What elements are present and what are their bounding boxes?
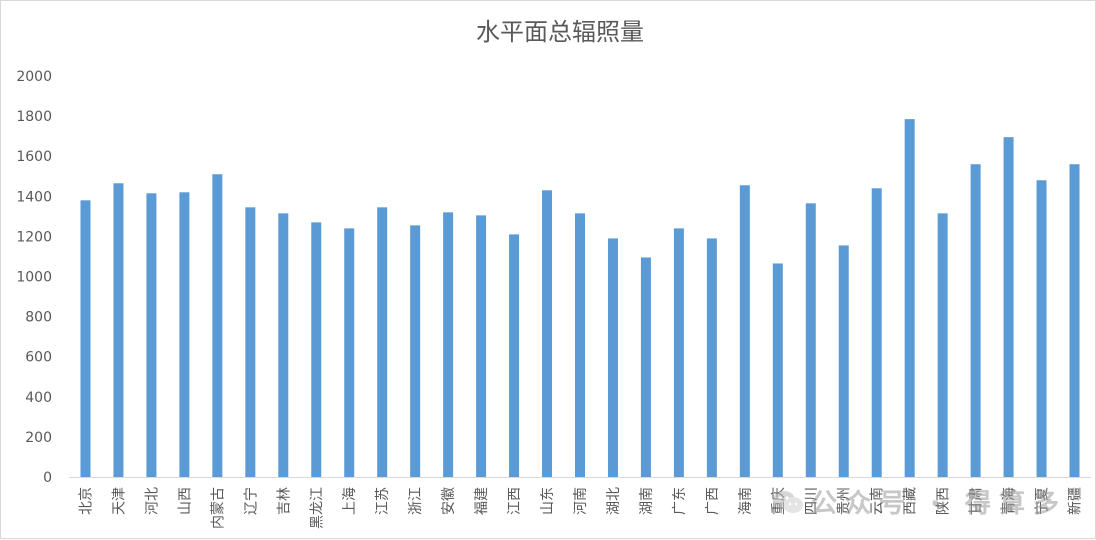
x-tick-label: 江苏: [375, 487, 391, 515]
bar: [80, 200, 91, 477]
bar: [706, 238, 717, 477]
bar: [509, 234, 520, 477]
bar: [245, 207, 256, 477]
x-tick-label: 山东: [540, 487, 556, 515]
y-tick-label: 1600: [16, 149, 52, 165]
x-tick-label: 福建: [474, 487, 490, 515]
bar: [344, 228, 355, 477]
x-tick-label: 甘肃: [969, 487, 985, 515]
x-tick-label: 贵州: [837, 487, 853, 515]
bar: [443, 212, 454, 477]
x-tick-label: 宁夏: [1034, 487, 1051, 515]
x-tick-label: 北京: [78, 487, 94, 515]
y-tick-label: 200: [25, 430, 52, 446]
y-axis: 0 200 400 600 800 1000 1200 1400 1600 1800 2000: [16, 69, 52, 486]
bar: [179, 192, 190, 478]
y-tick-label: 0: [43, 470, 52, 486]
chart-title: 水平面总辐照量: [476, 18, 644, 46]
x-tick-label: 天津: [111, 487, 127, 515]
bar: [937, 213, 948, 477]
bar: [805, 203, 816, 477]
bar: [377, 207, 388, 477]
bar: [212, 174, 223, 477]
bar-series: [80, 119, 1080, 478]
x-tick-label: 青海: [1002, 487, 1018, 515]
bar: [970, 164, 981, 477]
y-tick-label: 1400: [16, 189, 52, 205]
bar: [838, 245, 849, 477]
x-tick-label: 吉林: [276, 487, 292, 515]
x-tick-label: 重庆: [771, 487, 787, 515]
y-tick-label: 600: [25, 350, 52, 366]
bar: [673, 228, 684, 477]
x-tick-label: 四川: [804, 487, 820, 515]
y-tick-label: 2000: [16, 69, 52, 85]
bar: [640, 257, 651, 477]
bar: [772, 263, 783, 477]
bar: [476, 215, 487, 477]
x-tick-label: 海南: [738, 487, 754, 515]
x-tick-label: 黑龙江: [309, 487, 325, 529]
bar: [146, 193, 157, 478]
bar: [1036, 180, 1047, 477]
y-tick-label: 400: [25, 390, 52, 406]
x-tick-label: 安徽: [441, 487, 457, 515]
bar: [1003, 137, 1014, 477]
y-tick-label: 800: [25, 310, 52, 326]
bar: [278, 213, 289, 477]
y-tick-label: 1200: [16, 229, 52, 245]
x-tick-label: 湖南: [639, 487, 655, 515]
bar: [904, 119, 915, 478]
x-tick-label: 云南: [870, 487, 886, 515]
x-tick-label: 浙江: [408, 487, 424, 515]
bar: [311, 222, 322, 477]
bar: [410, 225, 421, 477]
bar: [871, 188, 882, 477]
y-tick-label: 1000: [16, 270, 52, 286]
x-tick-label: 陕西: [936, 487, 952, 515]
y-tick-label: 1800: [16, 109, 52, 125]
x-tick-label: 河北: [144, 487, 160, 515]
x-tick-label: 河南: [573, 487, 589, 515]
bar: [1069, 164, 1080, 477]
x-tick-label: 山西: [177, 487, 193, 515]
bar: [607, 238, 618, 477]
bar: [739, 185, 750, 477]
x-tick-label: 上海: [342, 487, 358, 515]
bar: [542, 190, 553, 477]
x-tick-label: 广西: [705, 487, 721, 515]
bar: [113, 183, 124, 477]
x-tick-label: 江西: [507, 487, 523, 515]
x-axis: 北京 天津 河北 山西 内蒙古 辽宁 吉林 黑龙江 上海 江苏 浙江 安徽 福建 江西 山东 河南 湖北 湖南 广东…: [69, 477, 1091, 529]
x-tick-label: 广东: [672, 487, 688, 515]
x-tick-label: 湖北: [606, 487, 622, 515]
x-tick-label: 新疆: [1068, 487, 1084, 515]
bar: [575, 213, 585, 477]
x-tick-label: 辽宁: [242, 487, 259, 515]
x-tick-label: 西藏: [903, 487, 919, 515]
x-tick-label: 内蒙古: [210, 487, 226, 529]
